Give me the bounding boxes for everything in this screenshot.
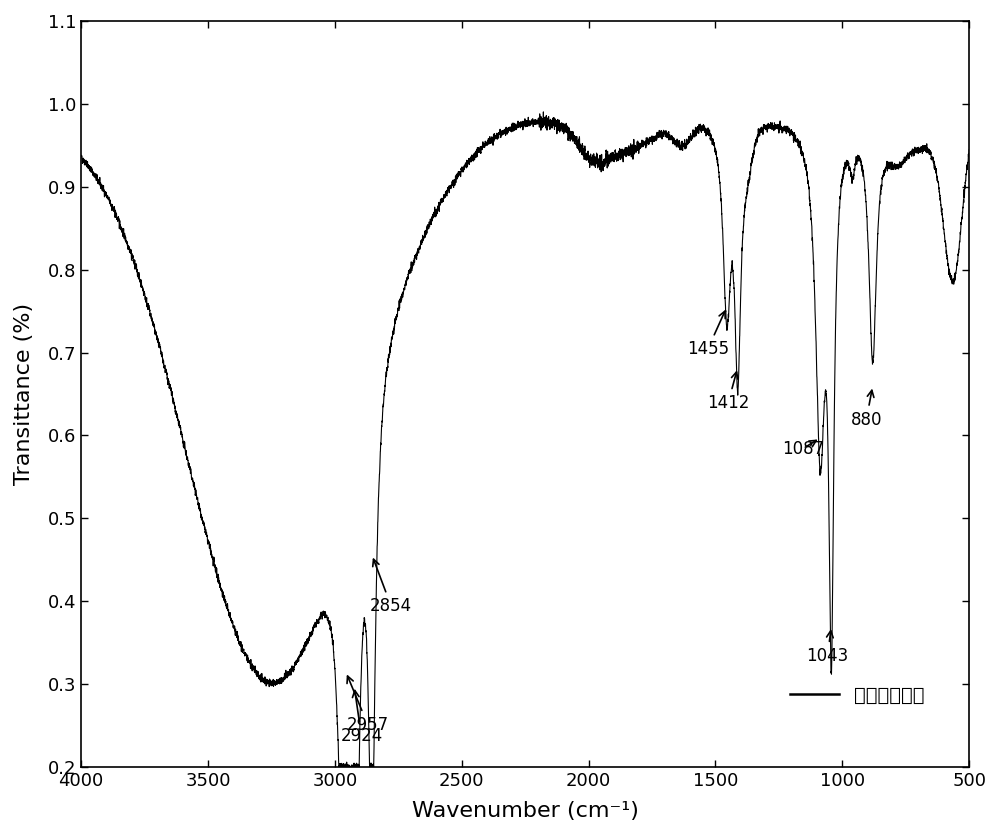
- Text: 1087: 1087: [782, 439, 824, 458]
- Text: 2854: 2854: [370, 559, 412, 615]
- Text: 1412: 1412: [707, 372, 749, 412]
- Y-axis label: Transittance (%): Transittance (%): [14, 303, 34, 485]
- Text: 1043: 1043: [806, 630, 849, 665]
- Text: 2957: 2957: [347, 676, 389, 734]
- Text: 2924: 2924: [340, 691, 383, 746]
- Legend: 正硒酸四乙酯: 正硒酸四乙酯: [783, 678, 933, 712]
- Text: 1455: 1455: [687, 311, 729, 358]
- X-axis label: Wavenumber (cm⁻¹): Wavenumber (cm⁻¹): [412, 801, 639, 821]
- Text: 880: 880: [851, 390, 882, 428]
